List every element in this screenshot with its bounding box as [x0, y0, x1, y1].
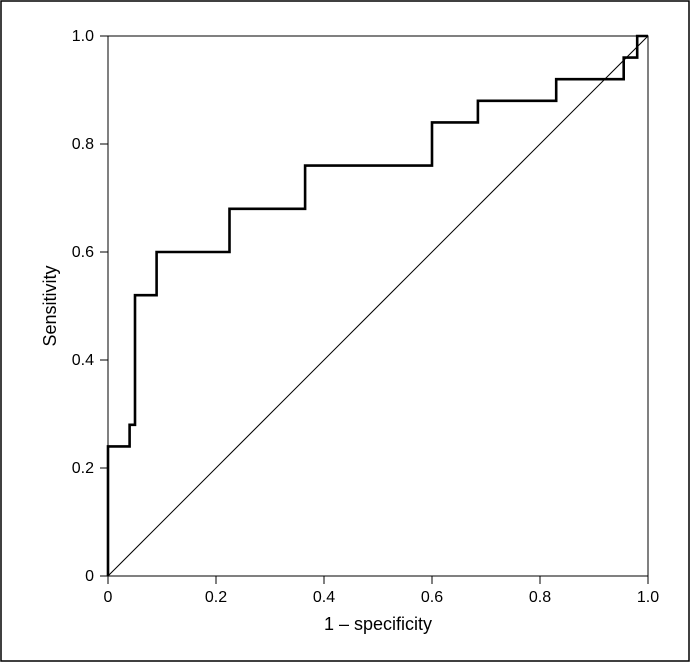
x-tick-label: 1.0	[637, 589, 659, 606]
y-tick-label: 0	[85, 568, 94, 585]
y-tick-label: 0.8	[72, 136, 94, 153]
y-tick-label: 0.6	[72, 244, 94, 261]
y-tick-label: 1.0	[72, 28, 94, 45]
roc-chart-svg: 0 0.2 0.4 0.6 0.8 1.0 1 – specificity 0 0.2 0.4 0.…	[0, 0, 690, 662]
chart-container: 0 0.2 0.4 0.6 0.8 1.0 1 – specificity 0 0.2 0.4 0.…	[0, 0, 690, 662]
x-tick-label: 0.8	[529, 589, 551, 606]
x-tick-label: 0.2	[205, 589, 227, 606]
x-tick-label: 0.6	[421, 589, 443, 606]
y-axis-label: Sensitivity	[40, 265, 60, 346]
y-tick-label: 0.4	[72, 352, 94, 369]
x-tick-label: 0.4	[313, 589, 335, 606]
x-axis-label: 1 – specificity	[324, 614, 432, 634]
y-tick-label: 0.2	[72, 460, 94, 477]
x-tick-label: 0	[104, 589, 113, 606]
